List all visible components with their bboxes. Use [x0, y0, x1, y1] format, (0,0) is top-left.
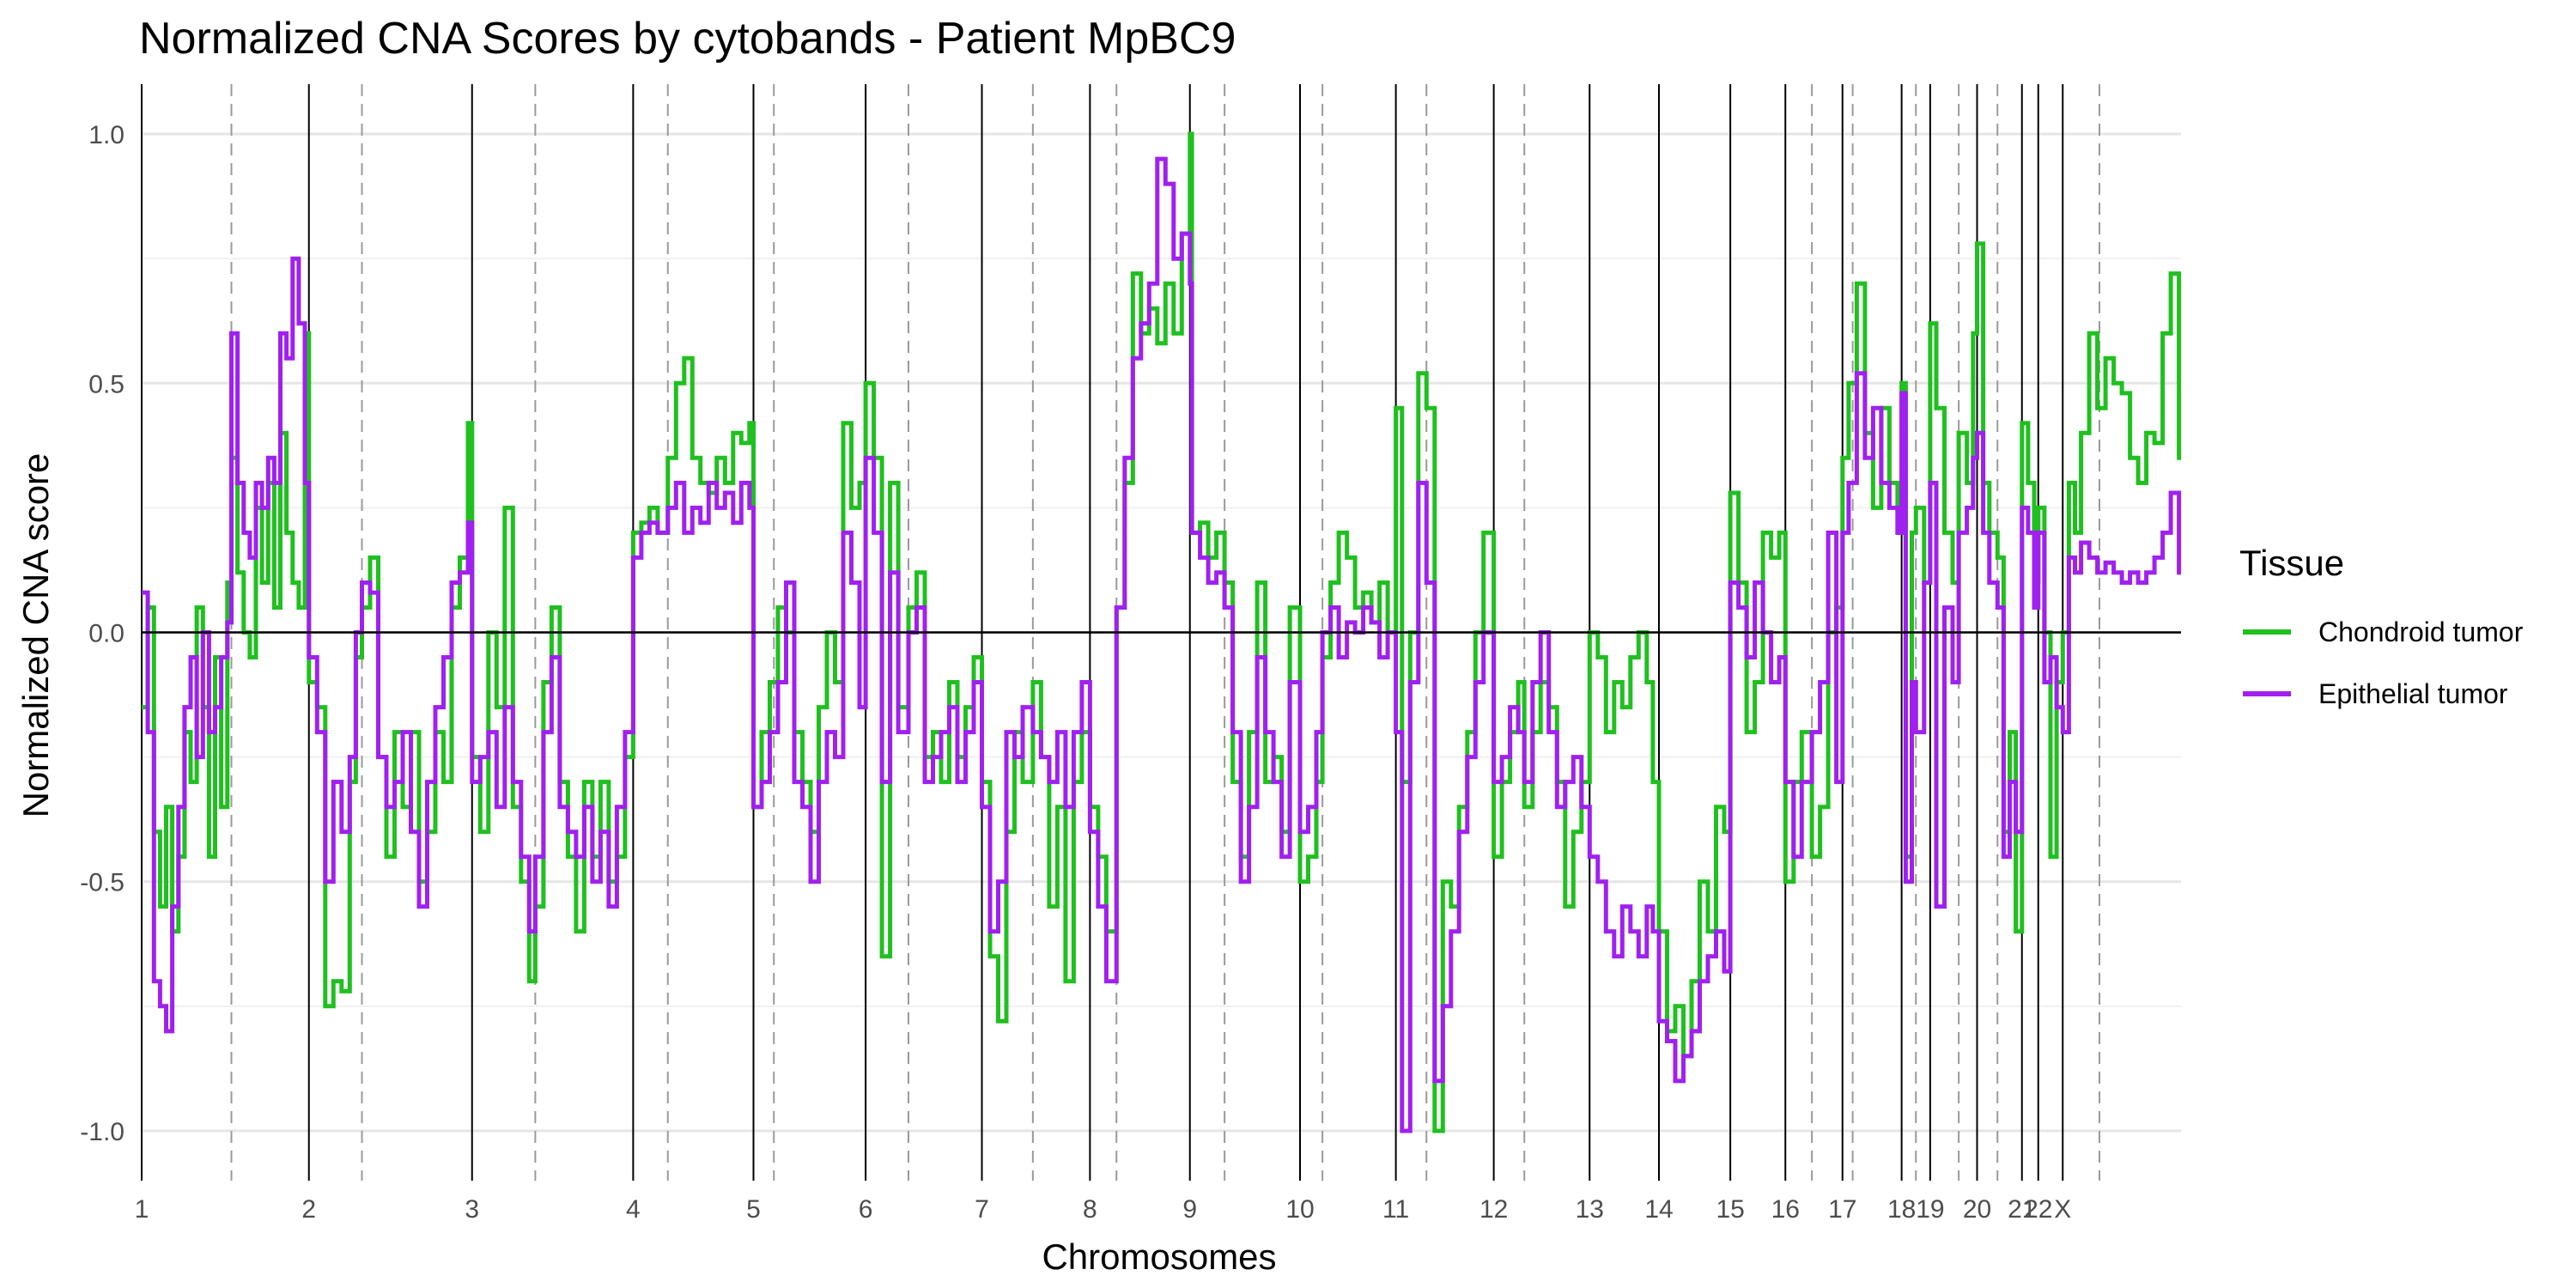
legend-label: Chondroid tumor — [2318, 617, 2524, 647]
y-tick-labels: -1.0 -0.5 0.0 0.5 1.0 — [80, 121, 125, 1146]
x-tick-label: 9 — [1182, 1195, 1197, 1224]
x-tick-label: 6 — [859, 1195, 873, 1224]
x-tick-label: 18 — [1887, 1195, 1916, 1224]
chart-title: Normalized CNA Scores by cytobands - Pat… — [139, 14, 1236, 64]
y-tick-label: 1.0 — [88, 121, 125, 149]
x-tick-label: 11 — [1382, 1195, 1409, 1224]
legend-label: Epithelial tumor — [2318, 678, 2508, 709]
x-tick-label: 2 — [301, 1195, 316, 1224]
x-tick-label: X — [2054, 1195, 2071, 1224]
x-tick-label: 7 — [975, 1195, 989, 1224]
x-tick-label: 3 — [465, 1195, 479, 1224]
y-tick-label: -1.0 — [80, 1118, 125, 1146]
x-tick-label: 21 — [2008, 1195, 2036, 1224]
y-tick-label: 0.0 — [88, 620, 125, 648]
legend: Tissue Chondroid tumor Epithelial tumor — [2239, 543, 2524, 709]
y-axis-title: Normalized CNA score — [15, 453, 56, 818]
x-tick-label: 4 — [626, 1195, 641, 1224]
x-tick-label: 14 — [1644, 1195, 1673, 1224]
y-tick-label: 0.5 — [88, 370, 125, 398]
x-axis-title: Chromosomes — [1042, 1236, 1276, 1277]
x-tick-label: 22 — [2024, 1195, 2052, 1224]
x-tick-label: 16 — [1771, 1195, 1800, 1224]
x-tick-label: 20 — [1963, 1195, 1991, 1224]
x-tick-label: 5 — [746, 1195, 761, 1224]
y-tick-label: -0.5 — [80, 869, 125, 897]
x-tick-label: 8 — [1083, 1195, 1097, 1224]
legend-title: Tissue — [2239, 543, 2344, 583]
series-lines — [142, 131, 2182, 1133]
x-tick-label: 19 — [1916, 1195, 1944, 1224]
x-tick-label: 15 — [1716, 1195, 1744, 1224]
x-tick-label: 12 — [1479, 1195, 1508, 1224]
x-tick-label: 10 — [1285, 1195, 1314, 1224]
x-tick-label: 13 — [1576, 1195, 1604, 1224]
series-line-epithelial — [142, 156, 2182, 1133]
x-tick-label: 1 — [135, 1195, 149, 1224]
x-tick-label: 17 — [1828, 1195, 1856, 1224]
